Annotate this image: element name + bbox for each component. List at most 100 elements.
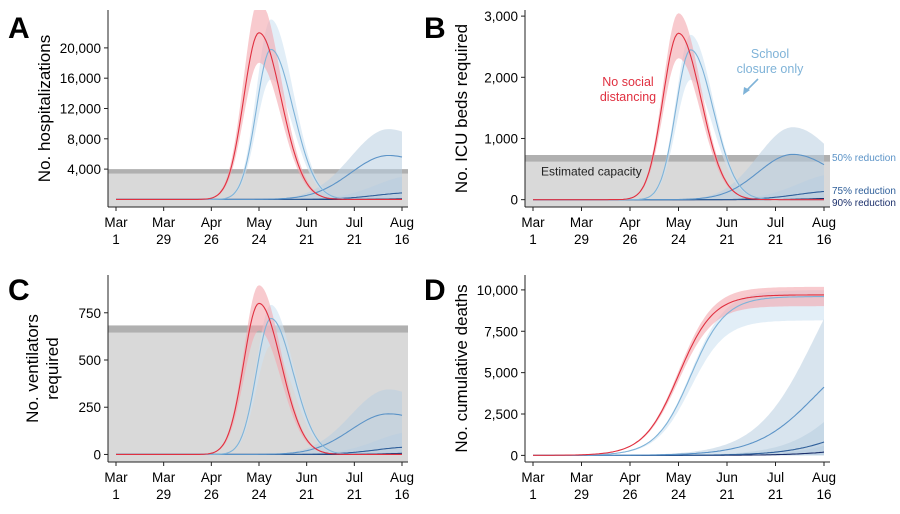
x-tick-label-day: 29 [574,232,589,247]
annotation-label: closure only [737,62,804,76]
x-tick-label-day: 21 [347,487,362,502]
series-band-none [533,13,824,200]
panel-letter: B [424,12,446,45]
y-axis-label: No. ventilatorsrequired [23,314,62,423]
y-tick-label: 1,000 [484,131,518,146]
x-tick-label-day: 21 [719,232,734,247]
y-tick-label: 0 [93,447,101,462]
y-tick-label: 2,500 [484,407,518,422]
x-tick-label-month: Apr [201,215,223,230]
panel-letter: C [8,274,30,307]
y-tick-label: 750 [78,306,101,321]
x-tick-label-month: Mar [570,215,594,230]
capacity-label: Estimated capacity [541,165,642,179]
x-tick-label-day: 1 [112,487,120,502]
series-line-none [533,294,824,456]
annotation-label: No social [602,75,653,89]
x-tick-label-day: 29 [156,487,171,502]
x-tick-label-day: 21 [768,487,783,502]
series-line-none [116,32,402,200]
series-band-school [116,19,402,200]
x-tick-label-day: 26 [204,232,219,247]
x-tick-label-month: Aug [812,470,836,485]
annotation-label: School [751,47,789,61]
x-tick-label-month: Apr [201,470,223,485]
x-tick-label-day: 1 [529,487,537,502]
y-tick-label: 5,000 [484,366,518,381]
y-tick-label: 3,000 [484,9,518,24]
y-axis-label: No. cumulative deaths [452,284,471,452]
x-tick-label-day: 21 [719,487,734,502]
x-tick-label-day: 1 [112,232,120,247]
x-tick-label-day: 16 [816,232,831,247]
y-axis-label: No. hospitalizations [35,35,54,182]
panel-c: C 0 250 500 750 Mar 1 Mar 29 Apr 26 May 24 Jun 21 Jul 21… [8,274,414,502]
x-tick-label-day: 16 [394,232,409,247]
series-band-none [533,286,824,456]
x-tick-label-day: 29 [156,232,171,247]
y-tick-label: 8,000 [67,132,101,147]
x-tick-label-month: Jul [346,470,363,485]
x-tick-label-month: Jul [767,215,784,230]
y-tick-label: 2,000 [484,70,518,85]
x-tick-label-month: May [246,215,272,230]
x-tick-label-month: May [666,215,692,230]
x-tick-label-month: Mar [521,215,545,230]
panel-b: B 0 1,000 2,000 3,000 Mar 1 Mar 29 Apr 26 May 24 Jun 2… [424,9,896,247]
y-tick-label: 20,000 [60,41,101,56]
series-band-r50 [533,127,824,200]
annotation-label: 75% reduction [832,186,896,197]
y-tick-label: 10,000 [477,283,518,298]
x-tick-label-month: Mar [521,470,545,485]
y-tick-label: 250 [78,400,101,415]
x-tick-label-day: 26 [622,232,637,247]
y-tick-label: 16,000 [60,71,101,86]
series-band-none [116,285,402,455]
panel-d: D 0 2,500 5,000 7,500 10,000 Mar 1 Mar 29 Apr 26 May… [424,274,836,502]
annotation-label: 50% reduction [832,153,896,164]
x-tick-label-month: Jun [716,470,738,485]
annotation-label: 90% reduction [832,198,896,209]
y-tick-label: 4,000 [67,162,101,177]
x-tick-label-month: May [246,470,272,485]
series-band-r50 [116,129,402,200]
panel-letter: D [424,274,446,307]
y-tick-label: 500 [78,353,101,368]
x-tick-label-month: Apr [619,215,641,230]
series-band-r50 [116,389,402,455]
x-tick-label-month: Apr [619,470,641,485]
panel-a: A 4,000 8,000 12,000 16,000 20,000 Mar 1 Mar 29 Ap… [8,10,414,247]
x-tick-label-day: 29 [574,487,589,502]
capacity-band [525,154,830,162]
x-tick-label-day: 16 [394,487,409,502]
annotation-arrowhead [743,87,750,95]
x-tick-label-day: 26 [204,487,219,502]
x-tick-label-month: Aug [812,215,836,230]
x-tick-label-day: 26 [622,487,637,502]
x-tick-label-month: Mar [152,470,176,485]
x-tick-label-month: Mar [570,470,594,485]
x-tick-label-month: Jul [767,470,784,485]
x-tick-label-month: Aug [390,470,414,485]
capacity-band [108,169,408,174]
y-tick-label: 0 [510,193,518,208]
series-line-none [116,302,402,455]
x-tick-label-day: 24 [251,487,267,502]
x-tick-label-month: Mar [104,215,128,230]
x-tick-label-month: Mar [104,470,128,485]
x-tick-label-month: May [666,470,692,485]
x-tick-label-day: 21 [347,232,362,247]
x-tick-label-day: 1 [529,232,537,247]
series-line-none [533,32,824,201]
y-tick-label: 7,500 [484,324,518,339]
x-tick-label-month: Jul [346,215,363,230]
x-tick-label-day: 21 [299,232,314,247]
y-axis-label: No. ICU beds required [452,24,471,193]
y-tick-label: 12,000 [60,102,101,117]
x-tick-label-month: Jun [296,470,318,485]
x-tick-label-day: 24 [251,232,267,247]
x-tick-label-month: Mar [152,215,176,230]
y-tick-label: 0 [510,448,518,463]
x-tick-label-day: 24 [671,232,687,247]
